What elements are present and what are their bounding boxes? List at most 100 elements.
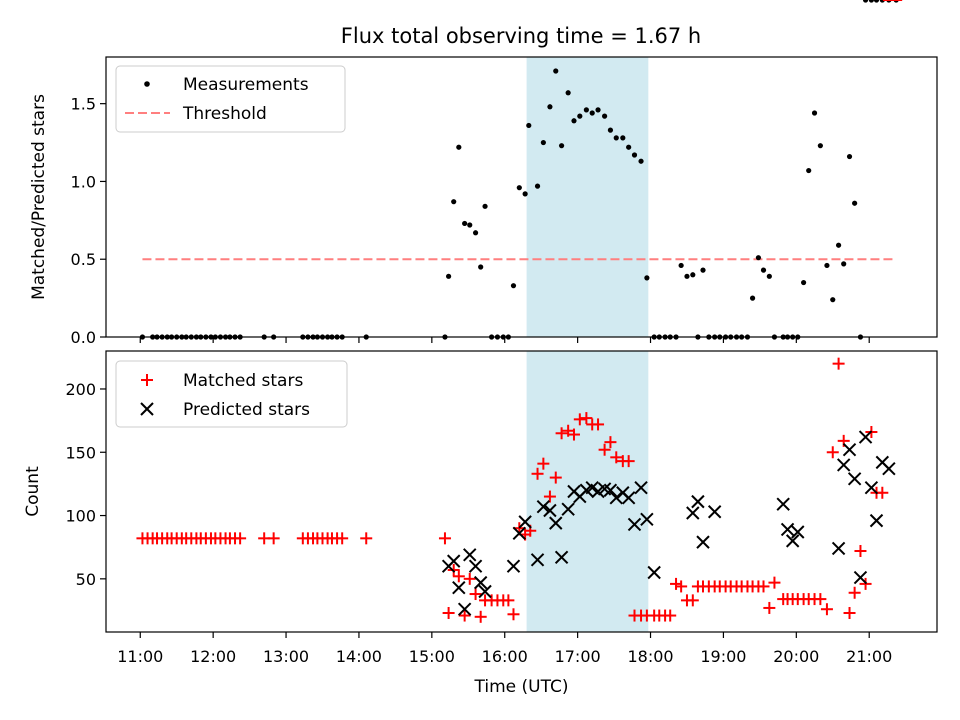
predicted-star-marker bbox=[447, 554, 461, 568]
x-tick-label: 18:00 bbox=[627, 647, 673, 666]
measurement-point bbox=[862, 0, 869, 3]
matched-star-marker bbox=[336, 532, 349, 545]
predicted-star-marker bbox=[561, 502, 575, 516]
predicted-star-marker bbox=[707, 505, 722, 519]
measurement-point bbox=[846, 153, 853, 160]
measurement-point bbox=[446, 273, 452, 279]
predicted-star-marker bbox=[791, 525, 805, 539]
matched-star-marker bbox=[604, 436, 617, 449]
bottom-y-ticks: 50 100 150 200 bbox=[65, 380, 106, 589]
x-tick-label: 15:00 bbox=[409, 647, 455, 666]
predicted-star-marker bbox=[609, 491, 623, 505]
bottom-x-ticks: 11:00 12:00 13:00 14:00 15:00 16:00 17:00 18:00… bbox=[117, 632, 892, 666]
predicted-star-marker bbox=[836, 458, 851, 472]
predicted-star-marker bbox=[543, 503, 557, 518]
x-tick-label: 16:00 bbox=[482, 647, 528, 666]
x-tick-label: 19:00 bbox=[700, 647, 746, 666]
predicted-star-marker bbox=[864, 480, 879, 495]
measurement-point bbox=[824, 262, 830, 269]
x-tick-label: 13:00 bbox=[263, 647, 309, 666]
measurement-point bbox=[755, 255, 762, 261]
measurement-point bbox=[583, 107, 589, 113]
top-x-ticks bbox=[139, 337, 870, 343]
predicted-star-marker bbox=[847, 472, 862, 486]
measurement-point bbox=[830, 297, 836, 303]
measurement-point bbox=[553, 68, 559, 74]
matched-star-marker bbox=[502, 594, 515, 607]
predicted-star-marker bbox=[869, 513, 884, 528]
measurement-point bbox=[540, 139, 546, 146]
predicted-star-marker bbox=[478, 584, 492, 599]
matched-star-marker bbox=[452, 570, 465, 583]
predicted-star-marker bbox=[831, 541, 846, 556]
measurement-point bbox=[760, 267, 767, 273]
matched-star-marker bbox=[610, 451, 623, 464]
predicted-star-marker bbox=[621, 491, 636, 505]
top-axes-frame bbox=[105, 56, 938, 338]
matched-star-marker bbox=[438, 532, 451, 545]
x-tick-label: 12:00 bbox=[190, 647, 236, 666]
measurement-point bbox=[467, 222, 473, 228]
measurement-point bbox=[766, 273, 772, 279]
measurement-point bbox=[873, 0, 880, 3]
predicted-star-marker bbox=[530, 553, 545, 567]
matched-star-marker bbox=[592, 418, 605, 431]
x-tick-label: 11:00 bbox=[117, 647, 163, 666]
measurement-point bbox=[595, 107, 601, 113]
measurement-point bbox=[749, 295, 756, 301]
measurement-point bbox=[700, 267, 706, 273]
measurement-point bbox=[589, 110, 595, 116]
matched-star-marker bbox=[549, 471, 562, 484]
matched-star-marker bbox=[580, 412, 593, 425]
predicted-star-marker bbox=[452, 580, 466, 595]
measurement-point bbox=[690, 272, 696, 278]
matched-star-marker bbox=[670, 577, 683, 590]
matched-star-marker bbox=[458, 609, 471, 622]
matched-star-marker bbox=[622, 455, 635, 468]
matched-star-marker bbox=[854, 544, 867, 557]
top-legend: Measurements Threshold bbox=[115, 65, 346, 133]
measurement-point bbox=[678, 262, 684, 269]
measurement-point bbox=[638, 158, 644, 164]
measurement-point bbox=[571, 118, 577, 124]
legend-label-measurements: Measurements bbox=[183, 75, 309, 95]
matched-star-marker bbox=[848, 586, 861, 599]
top-y-tick-label: 1.0 bbox=[71, 172, 96, 191]
matched-star-marker bbox=[234, 532, 247, 545]
measurement-point bbox=[482, 203, 488, 209]
matched-star-marker bbox=[814, 593, 827, 606]
matched-star-marker bbox=[360, 532, 373, 545]
bottom-panel: 50 100 150 200 11:00 12:00 13:00 14:00 15:00 16:… bbox=[23, 0, 938, 697]
measurement-point bbox=[801, 279, 807, 286]
x-tick-label: 20:00 bbox=[773, 647, 819, 666]
measurement-point bbox=[620, 135, 626, 141]
predicted-star-marker bbox=[536, 499, 551, 514]
predicted-star-marker bbox=[882, 462, 896, 476]
measurement-point bbox=[462, 220, 468, 227]
measurement-point bbox=[811, 110, 818, 116]
matched-star-marker bbox=[567, 428, 580, 441]
measurement-point bbox=[472, 230, 479, 236]
matched-star-marker bbox=[876, 486, 889, 499]
matched-star-marker bbox=[686, 594, 699, 607]
measurement-point bbox=[602, 113, 608, 119]
measurement-point bbox=[626, 144, 632, 150]
predicted-star-marker bbox=[463, 548, 477, 562]
predicted-star-marker bbox=[468, 559, 483, 573]
top-y-tick-label: 1.5 bbox=[71, 95, 96, 114]
legend-marker-measurements bbox=[144, 81, 150, 87]
predicted-star-marker bbox=[549, 516, 563, 530]
top-y-axis-label: Matched/Predicted stars bbox=[29, 94, 49, 300]
measurement-point bbox=[644, 275, 650, 281]
predicted-star-marker bbox=[627, 517, 642, 532]
predicted-star-marker bbox=[585, 480, 599, 495]
predicted-star-marker bbox=[842, 443, 857, 457]
matched-star-marker bbox=[267, 532, 280, 545]
predicted-star-marker bbox=[780, 522, 795, 537]
matched-star-marker bbox=[757, 580, 770, 593]
measurement-point bbox=[565, 90, 571, 96]
bottom-axes-frame bbox=[105, 350, 938, 633]
top-y-tick-label: 0.5 bbox=[71, 250, 96, 269]
x-axis-label: Time (UTC) bbox=[474, 677, 569, 697]
